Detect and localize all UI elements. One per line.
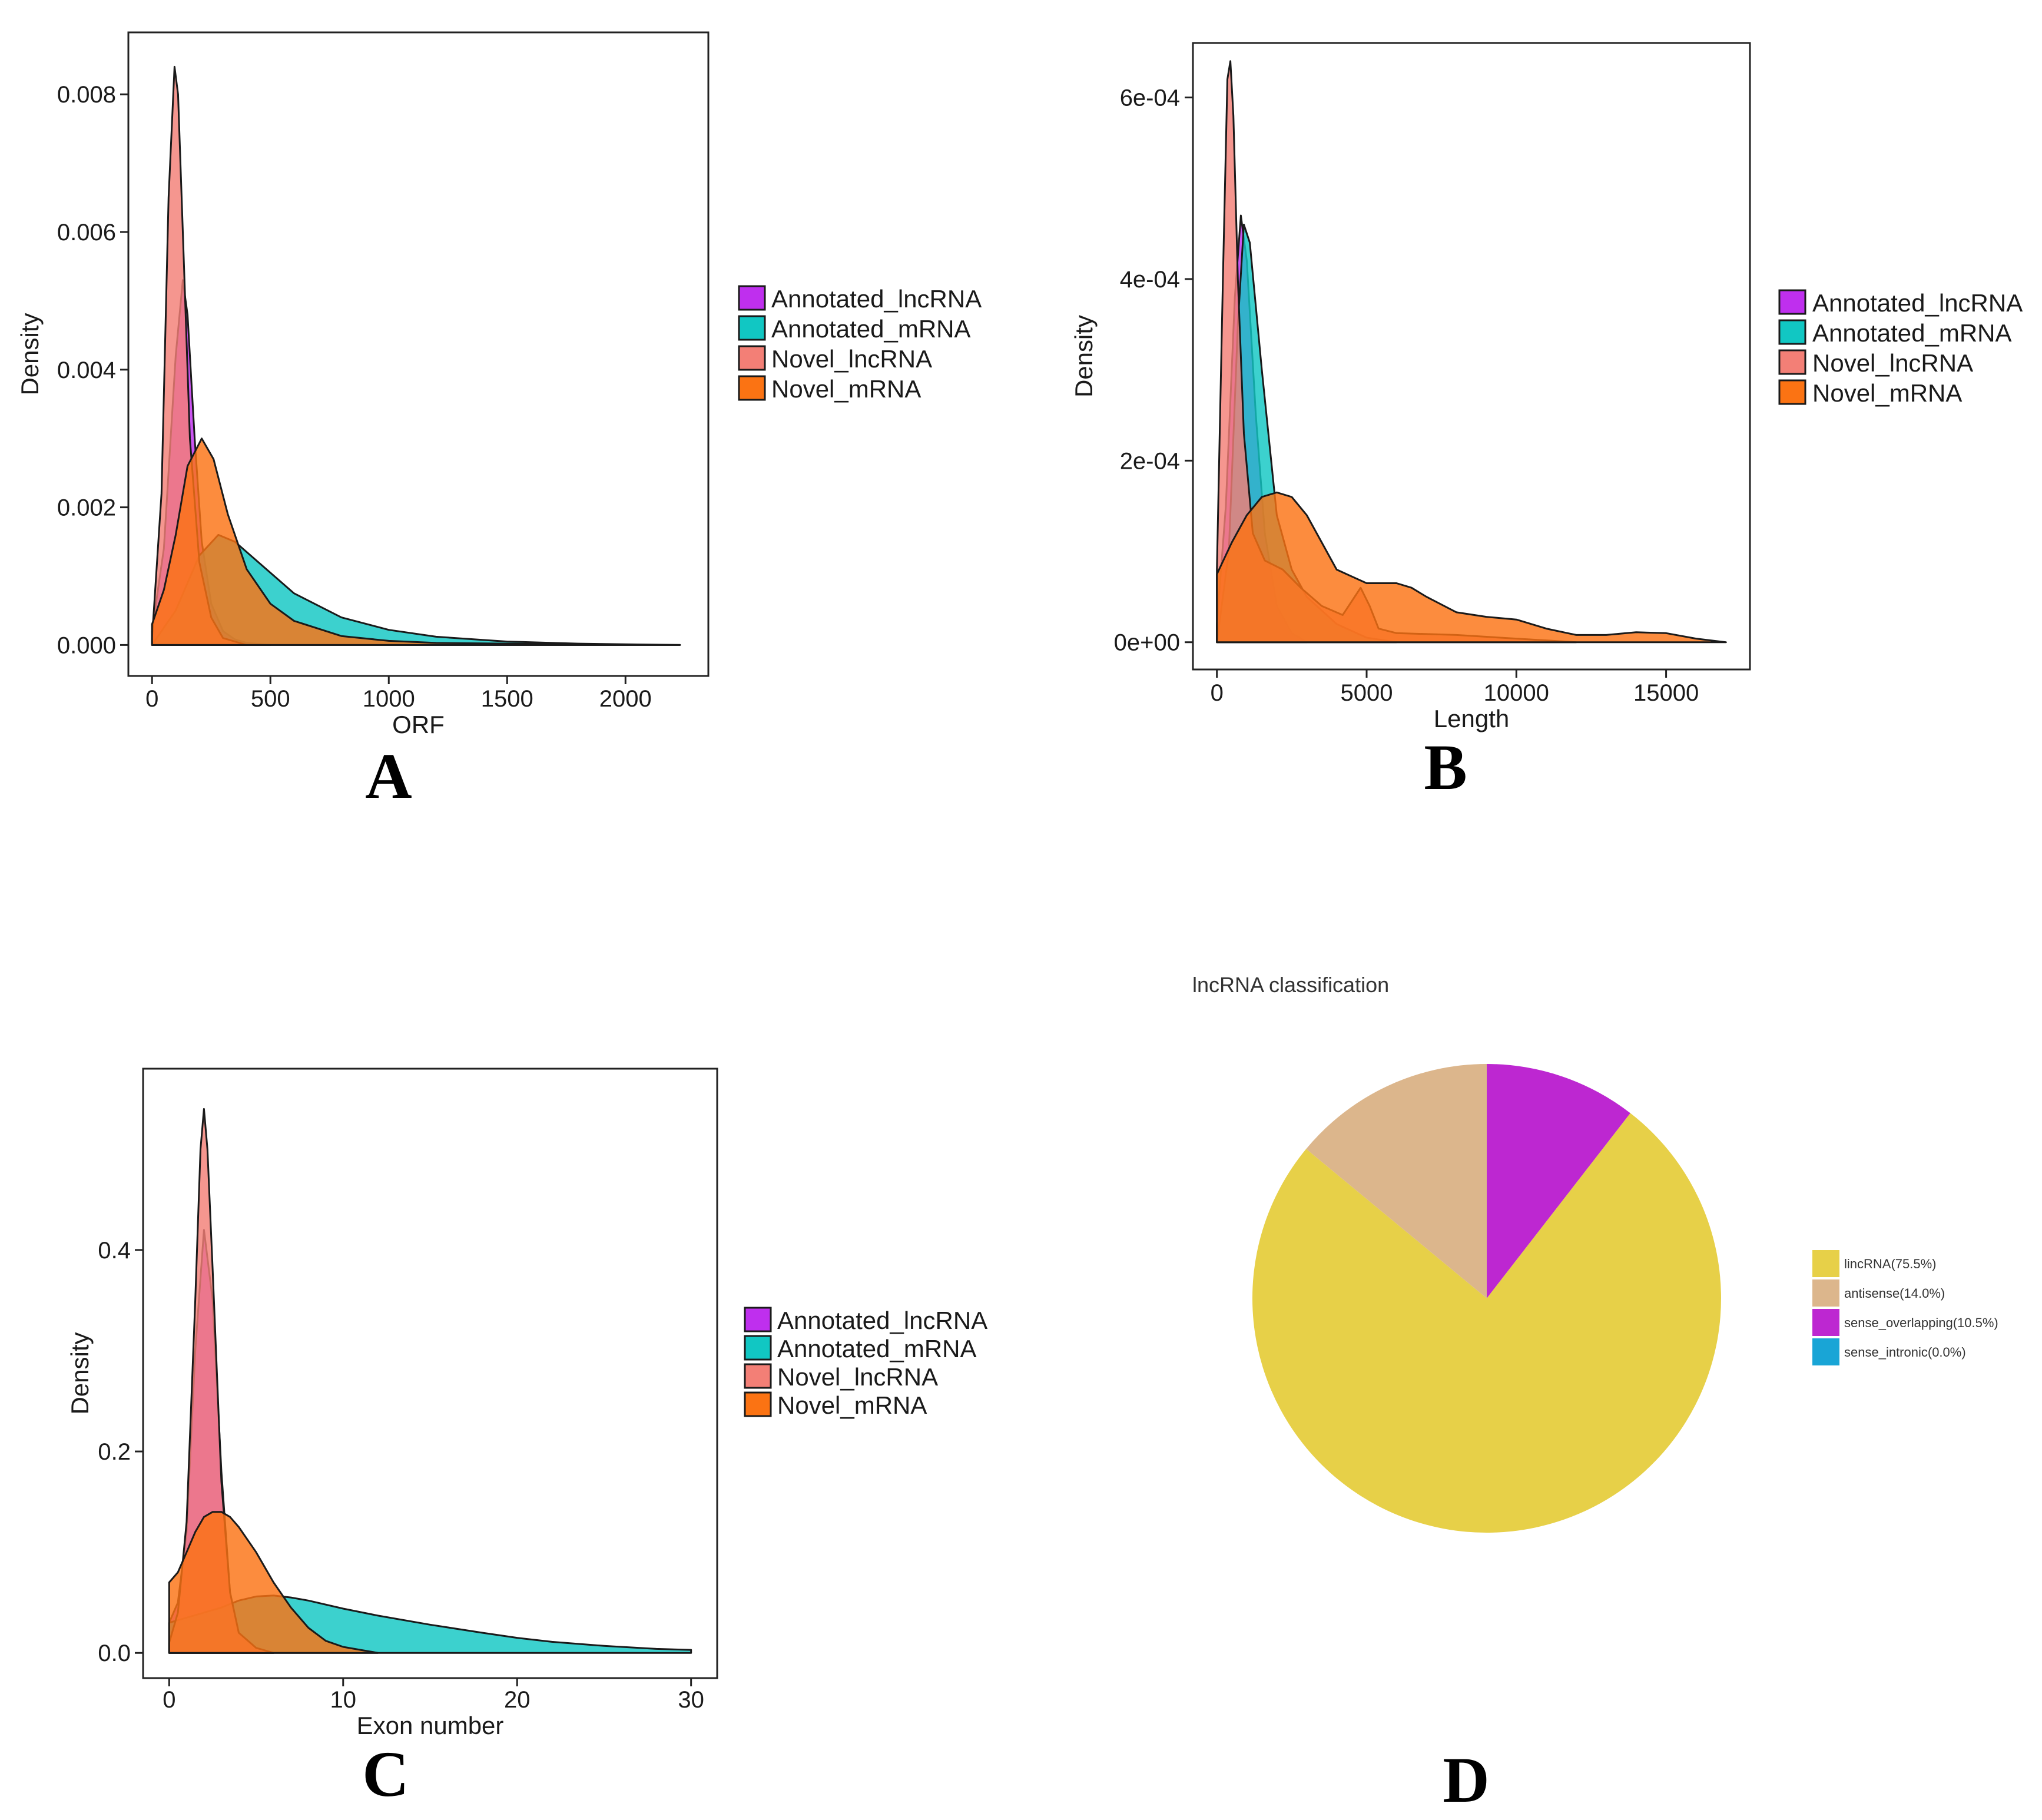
pie-slice-lincrna	[1252, 1113, 1721, 1533]
x-tick-label: 10000	[1484, 680, 1549, 706]
legend-swatch-annotated-lncrna	[1778, 289, 1806, 315]
y-tick-label: 0.006	[57, 220, 116, 246]
legend-swatch-novel-lncrna	[744, 1363, 772, 1389]
y-tick-label: 2e-04	[1120, 448, 1180, 474]
panel-c-legend: Annotated_lncRNAAnnotated_mRNANovel_lncR…	[744, 1307, 987, 1419]
legend-swatch-annotated-mrna	[744, 1335, 772, 1361]
panel-d-pie-lncrna-classification: lncRNA classification lincRNA(75.5%) anti…	[1192, 973, 1998, 1816]
x-tick-label: 5000	[1340, 680, 1393, 706]
x-tick-label: 1500	[481, 686, 533, 712]
y-tick-label: 0e+00	[1114, 630, 1180, 656]
pie-legend-label-sense-intronic: sense_intronic(0.0%)	[1844, 1345, 1966, 1360]
panel-letter-a: A	[365, 740, 412, 812]
pie-title: lncRNA classification	[1192, 973, 1389, 997]
legend-label-novel-lncrna: Novel_lncRNA	[771, 345, 932, 373]
x-axis-title: Exon number	[357, 1712, 504, 1739]
pie-legend-label-lincrna: lincRNA(75.5%)	[1844, 1257, 1937, 1271]
density-area-novel-mrna	[151, 437, 681, 646]
pie-legend-label-antisense: antisense(14.0%)	[1844, 1286, 1945, 1301]
legend-swatch-annotated-mrna	[738, 315, 766, 341]
legend-label-novel-mrna: Novel_mRNA	[777, 1391, 927, 1419]
legend-swatch-annotated-lncrna	[738, 285, 766, 311]
legend-label-novel-mrna: Novel_mRNA	[771, 375, 921, 403]
pie-legend-swatch-lincrna	[1812, 1250, 1839, 1277]
legend-swatch-novel-mrna	[738, 375, 766, 401]
x-tick-label: 15000	[1633, 680, 1699, 706]
x-tick-label: 10	[330, 1687, 357, 1713]
legend-label-annotated-lncrna: Annotated_lncRNA	[771, 285, 982, 313]
legend-label-novel-lncrna: Novel_lncRNA	[777, 1363, 938, 1391]
legend-label-annotated-lncrna: Annotated_lncRNA	[1812, 289, 2023, 317]
x-axis-title: Length	[1434, 705, 1509, 732]
panel-a-plot-area: 0 500 1000 1500 2000 0.000 0.002 0.004 0.006 0.00…	[16, 31, 710, 738]
legend-label-novel-lncrna: Novel_lncRNA	[1812, 349, 1973, 377]
panel-a-legend: Annotated_lncRNAAnnotated_mRNANovel_lncR…	[738, 285, 982, 403]
x-tick-label: 20	[504, 1687, 531, 1713]
pie-legend-swatch-sense-overlapping	[1812, 1309, 1839, 1336]
panel-c-density-exon-number: 0 10 20 30 0.0 0.2 0.4 Exon number Density Annot…	[66, 1068, 987, 1810]
density-area-novel-mrna	[1216, 491, 1727, 644]
y-tick-label: 4e-04	[1120, 267, 1180, 293]
legend-label-annotated-mrna: Annotated_mRNA	[1812, 319, 2012, 347]
y-tick-label: 0.002	[57, 495, 116, 521]
y-tick-label: 0.4	[98, 1238, 131, 1264]
panel-d-legend: lincRNA(75.5%) antisense(14.0%) sense_over…	[1812, 1250, 1998, 1365]
panel-letter-d: D	[1443, 1744, 1489, 1816]
panel-letter-b: B	[1424, 731, 1467, 803]
y-tick-label: 0.004	[57, 357, 116, 383]
y-tick-label: 0.0	[98, 1640, 131, 1666]
panel-b-plot-area: 0 5000 10000 15000 0e+00 2e-04 4e-04 6e-04 Lengt…	[1070, 42, 1751, 732]
x-tick-label: 0	[163, 1687, 175, 1713]
pie-legend-swatch-sense-intronic	[1812, 1338, 1839, 1365]
y-axis-title: Density	[1070, 315, 1098, 397]
legend-label-annotated-lncrna: Annotated_lncRNA	[777, 1307, 987, 1334]
x-tick-label: 500	[251, 686, 290, 712]
panel-letter-c: C	[362, 1738, 409, 1810]
plot-border	[127, 31, 710, 677]
x-tick-label: 2000	[599, 686, 652, 712]
panel-b-legend: Annotated_lncRNAAnnotated_mRNANovel_lncR…	[1778, 289, 2023, 407]
panel-b-density-length: 0 5000 10000 15000 0e+00 2e-04 4e-04 6e-04 Lengt…	[1070, 42, 2023, 803]
pie-legend-swatch-antisense	[1812, 1279, 1839, 1307]
legend-swatch-annotated-lncrna	[744, 1307, 772, 1332]
pie-chart	[1252, 1064, 1721, 1533]
y-axis-title: Density	[16, 313, 44, 395]
pie-slice-antisense	[1306, 1064, 1487, 1298]
panel-c-plot-area: 0 10 20 30 0.0 0.2 0.4 Exon number Density	[66, 1068, 718, 1739]
plot-border	[142, 1068, 718, 1679]
pie-legend-label-sense-overlapping: sense_overlapping(10.5%)	[1844, 1315, 1998, 1330]
plot-border	[1192, 42, 1751, 671]
y-tick-label: 0.008	[57, 82, 116, 108]
x-tick-label: 0	[1211, 680, 1224, 706]
x-tick-label: 0	[145, 686, 158, 712]
pie-slice-sense-overlapping	[1487, 1064, 1630, 1298]
density-area-novel-mrna	[168, 1511, 379, 1654]
legend-swatch-annotated-mrna	[1778, 319, 1806, 345]
y-tick-label: 0.2	[98, 1439, 131, 1465]
x-tick-label: 30	[678, 1687, 704, 1713]
panel-a-density-orf: 0 500 1000 1500 2000 0.000 0.002 0.004 0.006 0.00…	[16, 31, 982, 812]
legend-swatch-novel-mrna	[1778, 379, 1806, 405]
y-tick-label: 6e-04	[1120, 85, 1180, 111]
y-tick-label: 0.000	[57, 632, 116, 658]
x-tick-label: 1000	[363, 686, 415, 712]
legend-label-annotated-mrna: Annotated_mRNA	[777, 1335, 977, 1362]
legend-label-annotated-mrna: Annotated_mRNA	[771, 315, 971, 343]
legend-swatch-novel-lncrna	[1778, 349, 1806, 375]
legend-label-novel-mrna: Novel_mRNA	[1812, 379, 1962, 407]
legend-swatch-novel-mrna	[744, 1391, 772, 1417]
legend-swatch-novel-lncrna	[738, 345, 766, 371]
y-axis-title: Density	[66, 1332, 94, 1414]
x-axis-title: ORF	[392, 711, 445, 738]
